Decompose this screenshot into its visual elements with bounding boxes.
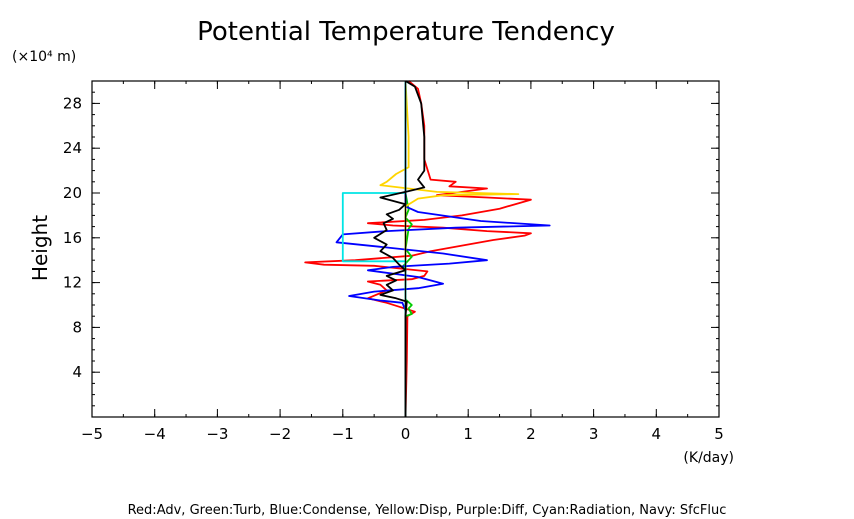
x-tick-label: 1 — [463, 425, 473, 443]
x-tick-label: 4 — [652, 425, 662, 443]
x-tick-label: −2 — [269, 425, 291, 443]
x-tick-label: 0 — [401, 425, 411, 443]
series-line — [335, 81, 551, 417]
chart-title: Potential Temperature Tendency — [197, 17, 615, 47]
series-line — [373, 80, 426, 417]
series-group — [304, 80, 551, 418]
y-axis-label: Height — [28, 215, 52, 281]
series-line — [304, 80, 532, 418]
series-line — [401, 81, 413, 417]
y-tick-label: 28 — [63, 94, 82, 112]
x-tick-label: −4 — [144, 425, 166, 443]
y-tick-label: 4 — [72, 363, 82, 381]
x-tick-label: 3 — [589, 425, 599, 443]
x-tick-label: 2 — [526, 425, 536, 443]
plot-frame — [91, 80, 720, 418]
y-tick-label: 24 — [63, 139, 82, 157]
x-tick-label: −5 — [81, 425, 103, 443]
y-tick-label: 16 — [63, 229, 82, 247]
y-tick-label: 20 — [63, 184, 82, 202]
x-tick-label: −3 — [206, 425, 228, 443]
y-tick-label: 12 — [63, 274, 82, 292]
x-tick-label: 5 — [714, 425, 724, 443]
x-tick-label: −1 — [332, 425, 354, 443]
y-tick-label: 8 — [72, 318, 82, 336]
series-line — [379, 80, 520, 417]
y-unit-label: (×10⁴ m) — [12, 49, 76, 65]
legend-footer: Red:Adv, Green:Turb, Blue:Condense, Yell… — [128, 503, 727, 518]
x-unit-label: (K/day) — [683, 450, 734, 466]
